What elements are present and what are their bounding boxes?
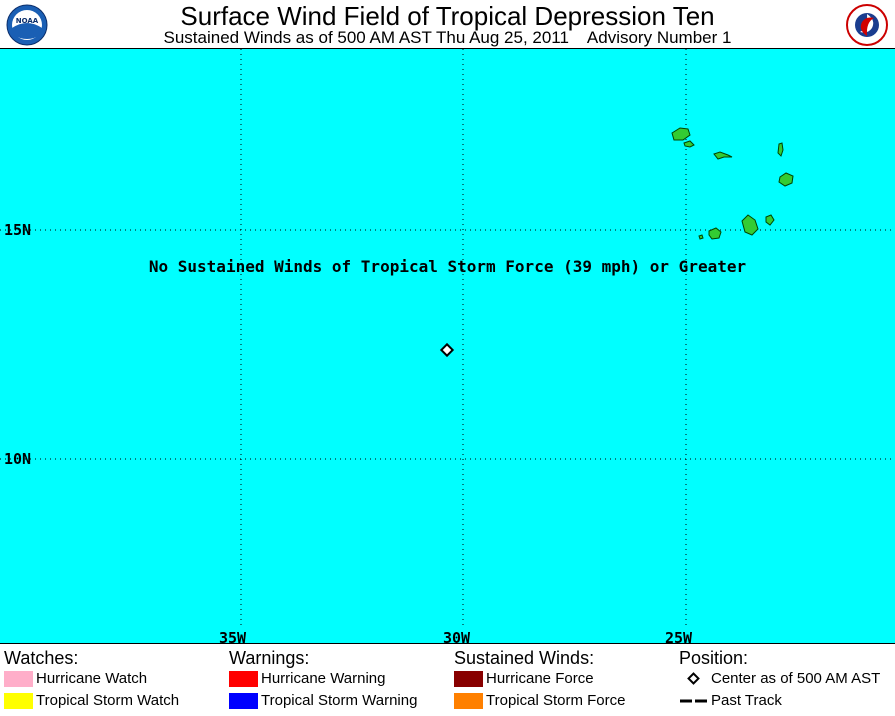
- lon-label-35w: 35W: [219, 629, 247, 647]
- legend-position-heading: Position:: [679, 648, 749, 668]
- hurricane-warning-swatch: [229, 671, 258, 687]
- island-sao-nicolau: [713, 151, 733, 160]
- island-fogo: [708, 227, 722, 240]
- no-tropical-storm-winds-notice: No Sustained Winds of Tropical Storm For…: [148, 257, 747, 276]
- island-brava: [698, 234, 704, 240]
- dashed-line-icon: [680, 699, 707, 703]
- legend-winds-heading: Sustained Winds:: [454, 648, 595, 668]
- lon-label-25w: 25W: [665, 629, 693, 647]
- legend-label: Past Track: [711, 692, 782, 709]
- island-boa-vista: [778, 172, 794, 187]
- tropical-storm-watch-swatch: [4, 693, 33, 709]
- hurricane-watch-swatch: [4, 671, 33, 687]
- tropical-storm-force-swatch: [454, 693, 483, 709]
- legend-warnings: Warnings: Hurricane Warning Tropical Sto…: [229, 648, 449, 709]
- legend-position: Position: Center as of 500 AM AST Past T…: [679, 648, 893, 709]
- storm-center-marker: [439, 342, 455, 358]
- legend-watches: Watches: Hurricane Watch Tropical Storm …: [4, 648, 224, 709]
- island-santiago: [741, 214, 759, 236]
- hurricane-force-swatch: [454, 671, 483, 687]
- header: NOAA Surface Wind Field of Tropical Depr…: [0, 0, 895, 48]
- legend-warnings-heading: Warnings:: [229, 648, 310, 668]
- island-sal: [777, 142, 784, 157]
- page-title: Surface Wind Field of Tropical Depressio…: [180, 1, 715, 31]
- legend-label: Hurricane Warning: [261, 670, 386, 687]
- legend: Watches: Hurricane Watch Tropical Storm …: [0, 644, 895, 716]
- legend-label: Hurricane Force: [486, 670, 594, 687]
- lat-label-15n: 15N: [4, 221, 32, 239]
- map-graphics: [0, 49, 895, 629]
- page-subtitle: Sustained Winds as of 500 AM AST Thu Aug…: [163, 28, 732, 47]
- lat-label-10n: 10N: [4, 450, 32, 468]
- islands-group: [671, 127, 794, 240]
- island-sao-vicente: [683, 140, 695, 148]
- legend-sustained-winds: Sustained Winds: Hurricane Force Tropica…: [454, 648, 674, 709]
- lon-label-30w: 30W: [443, 629, 471, 647]
- island-santo-antao: [671, 127, 691, 141]
- legend-label: Hurricane Watch: [36, 670, 148, 687]
- diamond-icon: [687, 672, 700, 685]
- island-maio: [765, 214, 775, 226]
- noaa-logo-icon: NOAA: [6, 4, 48, 46]
- wind-field-map: 15N 10N 35W 30W 25W No Sustained Winds o…: [0, 48, 895, 647]
- tropical-storm-warning-swatch: [229, 693, 258, 709]
- legend-watches-heading: Watches:: [4, 648, 79, 668]
- legend-label: Tropical Storm Warning: [261, 692, 418, 709]
- legend-label: Center as of 500 AM AST: [711, 670, 881, 687]
- legend-label: Tropical Storm Watch: [36, 692, 180, 709]
- svg-text:NOAA: NOAA: [16, 17, 39, 25]
- legend-label: Tropical Storm Force: [486, 692, 626, 709]
- nws-logo-icon: [846, 4, 888, 46]
